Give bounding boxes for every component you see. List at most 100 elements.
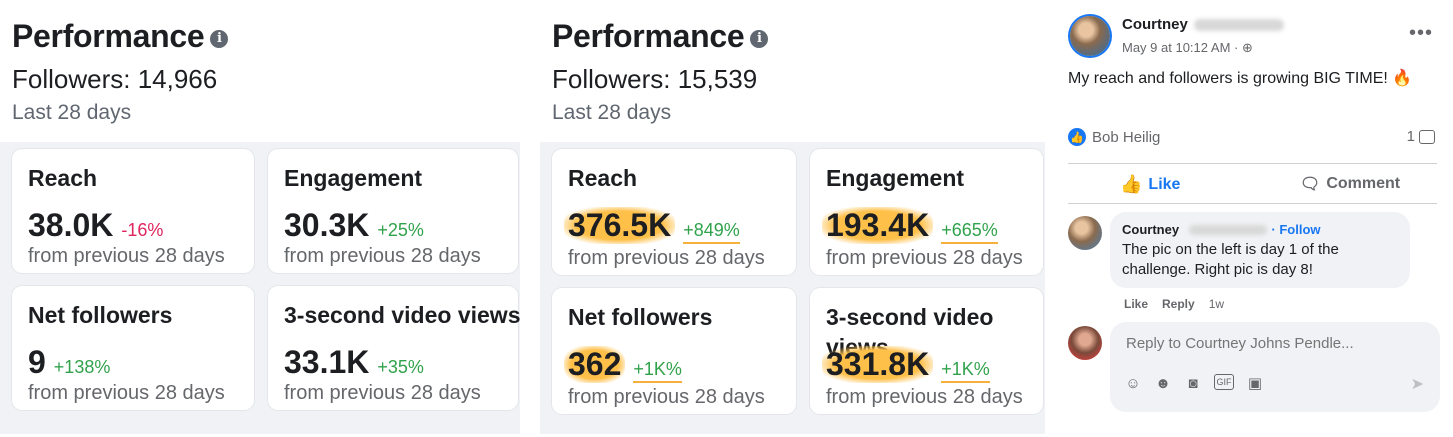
comment-actions: Like Reply 1w [1124,297,1224,311]
post-time-text[interactable]: May 9 at 10:12 AM · [1122,40,1242,55]
net-followers-card[interactable]: Net followers 362 +1K% from previous 28 … [552,288,796,414]
card-title: Reach [28,165,98,191]
avatar[interactable] [1070,16,1110,56]
comment-button[interactable]: 🗨 Comment [1300,174,1400,194]
info-icon[interactable]: i [210,29,229,48]
metrics-grid: Reach 376.5K +849% from previous 28 days… [540,142,1045,434]
metric-subtitle: from previous 28 days [826,247,1023,269]
metric-value-row: 33.1K +35% [284,344,424,381]
globe-icon: ⊕ [1241,40,1253,55]
metric-change: +35% [377,357,424,377]
reaction-summary[interactable]: 👍 Bob Heilig [1068,128,1160,146]
metric-change: +665% [941,220,998,244]
avatar-sticker-icon[interactable]: ☺ [1125,374,1141,392]
metric-value: 30.3K [284,207,370,243]
card-title: Engagement [826,165,965,191]
avatar[interactable] [1068,326,1102,360]
send-icon[interactable]: ➤ [1410,376,1424,393]
performance-panel-day1: Performance i Followers: 14,966 Last 28 … [0,0,520,437]
metric-value: 9 [28,344,46,380]
metric-value: 331.8K [822,346,934,383]
more-options-icon[interactable]: ••• [1408,22,1433,44]
avatar[interactable] [1068,216,1102,250]
sticker-icon[interactable]: ▣ [1247,375,1263,392]
net-followers-card[interactable]: Net followers 9 +138% from previous 28 d… [12,286,254,410]
metric-change: -16% [121,220,164,240]
reply-box[interactable]: ☺ ☻ ◙ GIF ▣ ➤ [1110,322,1440,412]
camera-icon[interactable]: ◙ [1188,374,1198,392]
post-author-name[interactable]: Courtney [1122,16,1188,33]
metric-value: 193.4K [822,207,934,244]
card-title: Engagement [284,165,423,191]
metric-value: 376.5K [564,207,676,244]
post-text-content: My reach and followers is growing BIG TI… [1068,70,1393,87]
card-title: Reach [568,165,638,191]
performance-title: Performance i [12,18,229,55]
video-views-card[interactable]: 3-second video views 331.8K +1K% from pr… [810,288,1043,414]
metric-value-row: 30.3K +25% [284,207,424,244]
metric-change: +1K% [633,359,682,383]
period-label: Last 28 days [12,101,132,124]
metrics-grid: Reach 38.0K -16% from previous 28 days E… [0,142,520,434]
reach-card[interactable]: Reach 376.5K +849% from previous 28 days [552,149,796,275]
metric-value-row: 376.5K +849% [564,207,740,244]
performance-panel-day8: Performance i Followers: 15,539 Last 28 … [540,0,1045,437]
like-label: Like [1148,175,1181,193]
card-title: 3-second video views [284,302,521,328]
engagement-card[interactable]: Engagement 30.3K +25% from previous 28 d… [268,149,518,273]
followers-count: Followers: 14,966 [12,64,218,94]
post-text: My reach and followers is growing BIG TI… [1068,68,1412,88]
comment-text: The pic on the left is day 1 of the chal… [1122,241,1339,278]
comment-bubble: Courtney · Follow The pic on the left is… [1110,212,1410,288]
like-reaction-icon: 👍 [1068,128,1086,146]
reply-tools: ☺ ☻ ◙ GIF ▣ [1124,374,1264,392]
metric-subtitle: from previous 28 days [826,386,1023,408]
metric-change: +25% [377,220,424,240]
comment-count[interactable]: 1 [1407,128,1435,145]
metric-value-row: 193.4K +665% [822,207,998,244]
comment-count-value: 1 [1406,128,1415,145]
redacted-surname [1193,19,1284,32]
post-author[interactable]: Courtney [1122,16,1284,33]
performance-title-text: Performance [12,18,205,54]
period-label: Last 28 days [552,101,672,124]
fire-emoji-icon: 🔥 [1392,70,1413,87]
metric-subtitle: from previous 28 days [28,245,225,267]
comment-icon: 🗨 [1300,176,1321,193]
metric-value-row: 362 +1K% [564,346,682,383]
engagement-card[interactable]: Engagement 193.4K +665% from previous 28… [810,149,1043,275]
comment-author[interactable]: Courtney [1122,222,1180,237]
card-title: Net followers [568,304,713,330]
reply-input[interactable] [1124,334,1418,353]
metric-subtitle: from previous 28 days [28,382,225,404]
comment-like-link[interactable]: Like [1124,297,1149,311]
facebook-post: Courtney May 9 at 10:12 AM · ⊕ ••• My re… [1052,0,1453,437]
metric-change: +138% [53,357,111,377]
reach-card[interactable]: Reach 38.0K -16% from previous 28 days [12,149,254,273]
followers-count: Followers: 15,539 [552,64,758,94]
comment-bubble-icon [1419,129,1435,144]
metric-value-row: 38.0K -16% [28,207,163,244]
video-views-card[interactable]: 3-second video views 33.1K +35% from pre… [268,286,520,410]
metric-value-row: 331.8K +1K% [822,346,990,383]
like-button[interactable]: 👍 Like [1120,174,1180,195]
divider [1068,163,1437,164]
metric-subtitle: from previous 28 days [284,245,481,267]
info-icon[interactable]: i [750,29,769,48]
emoji-icon[interactable]: ☻ [1155,374,1171,392]
performance-title: Performance i [552,18,769,55]
metric-value-row: 9 +138% [28,344,110,381]
gif-icon[interactable]: GIF [1214,374,1234,390]
divider [1068,203,1437,204]
redacted-surname [1189,225,1268,236]
metric-change: +849% [683,220,740,244]
post-timestamp[interactable]: May 9 at 10:12 AM · ⊕ [1122,40,1253,56]
metric-value: 38.0K [28,207,114,243]
metric-value: 33.1K [284,344,370,380]
comment-age[interactable]: 1w [1208,297,1225,311]
comment-reply-link[interactable]: Reply [1162,297,1195,311]
reactor-name[interactable]: Bob Heilig [1092,128,1161,146]
metric-subtitle: from previous 28 days [568,386,765,408]
metric-subtitle: from previous 28 days [568,247,765,269]
follow-link[interactable]: · Follow [1271,222,1321,237]
